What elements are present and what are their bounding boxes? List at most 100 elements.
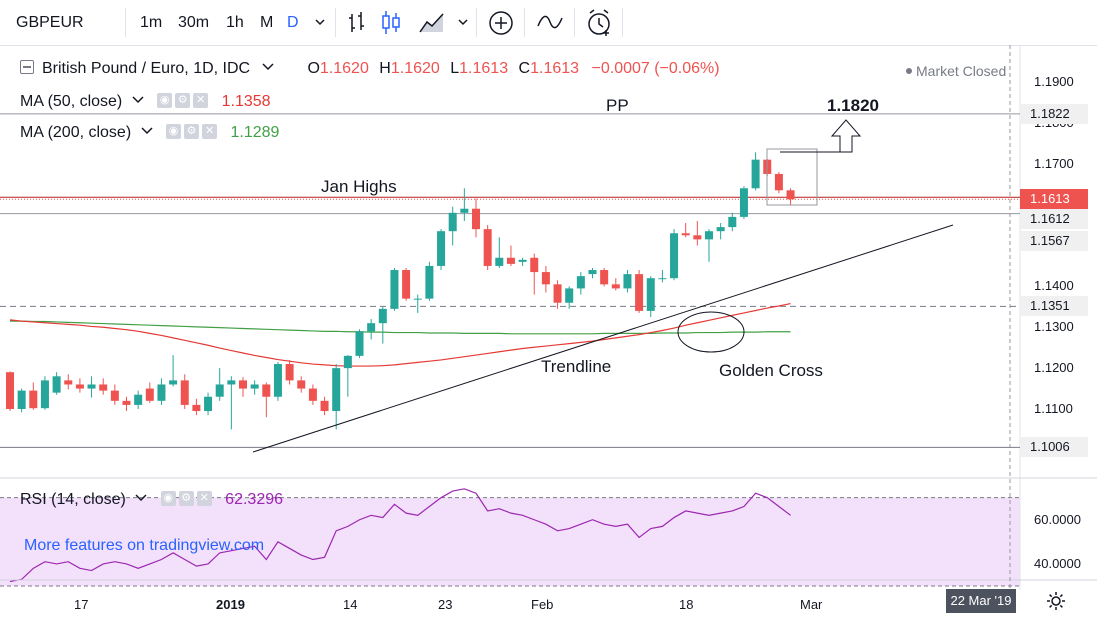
candle-body [308, 388, 317, 401]
watermark[interactable]: More features on tradingview.com [24, 537, 265, 554]
candle-body [343, 355, 352, 369]
style-chevron-down-icon[interactable] [457, 0, 469, 45]
candle-body [716, 227, 725, 232]
change-value: −0.0007 (−0.06%) [591, 60, 720, 77]
collapse-legend-icon[interactable] [20, 60, 34, 74]
candle-body [285, 364, 294, 381]
low-value: 1.1613 [459, 60, 509, 77]
chevron-down-icon[interactable] [131, 94, 145, 106]
candle-body [402, 270, 411, 299]
candle-body [460, 208, 469, 213]
candle-body [553, 284, 562, 303]
candle-body [378, 308, 387, 324]
price-tick-label: 1.1100 [1034, 401, 1073, 416]
close-label: C [518, 60, 531, 77]
candle-body [495, 257, 504, 266]
visibility-eye-icon[interactable]: ◉ [160, 491, 176, 506]
candle-body [17, 390, 26, 409]
close-value: 1.1613 [530, 60, 580, 77]
candle-body [623, 274, 632, 289]
chart-settings-gear-icon[interactable] [1045, 590, 1067, 612]
candle-body [530, 257, 539, 273]
open-value: 1.1620 [319, 60, 369, 77]
symbol-description[interactable]: British Pound / Euro, 1D, IDC [42, 60, 251, 77]
candle-body [99, 384, 108, 391]
candle-body [658, 278, 667, 280]
ma50-label[interactable]: MA (50, close) [20, 93, 123, 110]
candle-body [635, 274, 644, 311]
interval-chevron-down-icon[interactable] [314, 0, 326, 45]
candle-body [786, 190, 795, 200]
ma200-value: 1.1289 [230, 124, 280, 141]
bar-style-icon[interactable] [347, 0, 367, 45]
chart-canvas[interactable] [0, 45, 1097, 625]
candle-body [681, 233, 690, 236]
candle-body [239, 380, 247, 389]
candle-body [332, 368, 341, 412]
ma50-legend: MA (50, close) ◉ ⚙ ✕ 1.1358 [20, 93, 271, 111]
visibility-eye-icon[interactable]: ◉ [166, 124, 182, 139]
interval-day-button[interactable]: D [287, 14, 299, 31]
interval-1m-button[interactable]: 1m [140, 14, 163, 31]
candle-body [693, 235, 702, 240]
trendline-label: Trendline [541, 357, 612, 376]
settings-gear-icon[interactable]: ⚙ [175, 93, 191, 108]
time-tick-label: 23 [438, 597, 453, 612]
ma200-label[interactable]: MA (200, close) [20, 124, 132, 141]
time-tick-label: 14 [343, 597, 358, 612]
candle-body [215, 384, 224, 397]
candle-body [739, 188, 748, 217]
golden-cross-label: Golden Cross [719, 361, 823, 380]
ma50-value: 1.1358 [221, 93, 271, 110]
remove-close-icon[interactable]: ✕ [202, 124, 218, 139]
indicators-icon[interactable] [537, 0, 563, 45]
golden-cross-ellipse [677, 311, 745, 353]
settings-gear-icon[interactable]: ⚙ [178, 491, 194, 506]
add-compare-icon[interactable] [488, 0, 514, 45]
candle-body [134, 394, 143, 405]
symbol-search-button[interactable]: GBPEUR [16, 14, 84, 31]
remove-close-icon[interactable]: ✕ [196, 491, 212, 506]
remove-close-icon[interactable]: ✕ [193, 93, 209, 108]
candle-body [273, 364, 282, 397]
price-tick-label: 1.1400 [1034, 278, 1074, 294]
time-tick-label: Feb [531, 597, 554, 612]
target-label: 1.1820 [827, 96, 879, 115]
moving-averages [9, 302, 791, 367]
chevron-down-icon[interactable] [140, 125, 154, 137]
alert-icon[interactable] [586, 0, 614, 45]
toolbar-divider [335, 8, 336, 37]
candle-body [576, 276, 585, 289]
candle-body [588, 270, 597, 275]
date-tag: 22 Mar '19 [946, 589, 1016, 613]
price-levels [0, 113, 1020, 448]
settings-gear-icon[interactable]: ⚙ [184, 124, 200, 139]
ma50-level-tag: 1.1567 [1020, 231, 1088, 251]
candle-body [64, 380, 73, 385]
support-level-tag: 1.1006 [1020, 437, 1088, 457]
candle-body [320, 400, 329, 412]
rsi-label[interactable]: RSI (14, close) [20, 491, 126, 508]
candle-body [75, 384, 84, 389]
interval-month-button[interactable]: M [260, 14, 274, 31]
candle-body [204, 396, 213, 412]
toolbar-divider [574, 8, 575, 37]
status-dot-icon [906, 68, 912, 74]
area-style-icon[interactable] [419, 0, 445, 45]
market-status: Market Closed [906, 63, 1006, 79]
candle-body [52, 376, 61, 393]
chevron-down-icon[interactable] [134, 492, 148, 504]
rsi-line [9, 488, 791, 583]
interval-1h-button[interactable]: 1h [226, 14, 244, 31]
rsi-tick-label: 40.0000 [1034, 555, 1081, 571]
chevron-down-icon[interactable] [261, 61, 275, 73]
visibility-eye-icon[interactable]: ◉ [157, 93, 173, 108]
interval-30m-button[interactable]: 30m [178, 14, 210, 31]
candle-body [565, 288, 574, 303]
ma50-line [9, 302, 791, 367]
high-label: H [379, 60, 391, 77]
highlight-box [766, 148, 818, 206]
candle-style-icon[interactable] [381, 0, 403, 45]
last-price-tag: 1.1613 [1020, 189, 1088, 209]
candle-body [646, 278, 655, 311]
